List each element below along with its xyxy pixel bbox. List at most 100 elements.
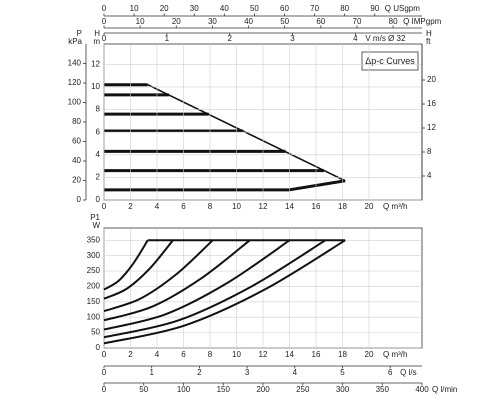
tick-label: 60: [316, 17, 325, 26]
y-tick-label: 50: [91, 328, 100, 337]
axis-label: P: [77, 29, 82, 38]
tick-label: 40: [220, 4, 229, 13]
x-tick-label: 18: [338, 350, 347, 359]
tick-label: 140: [68, 59, 82, 68]
chart-title: Δp-c Curves: [365, 56, 415, 66]
x-tick-label: 8: [208, 202, 213, 211]
axis-label: V m/s Ø 32: [365, 34, 406, 43]
x-tick-label: 0: [102, 202, 107, 211]
axis-unit: kPa: [68, 37, 82, 46]
tick-label: 80: [72, 117, 81, 126]
tick-label: 90: [370, 4, 379, 13]
tick-label: 2: [197, 368, 202, 377]
y-axis-label: P1: [90, 213, 100, 222]
tick-label: 40: [72, 156, 81, 165]
tick-label: 350: [376, 385, 390, 394]
pump-curve: [103, 239, 214, 313]
axis-label: Q IMPgpm: [403, 17, 442, 26]
y-tick-label: 0: [96, 343, 101, 352]
x-tick-label: 16: [312, 202, 321, 211]
tick-label: 5: [340, 368, 345, 377]
tick-label: 50: [139, 385, 148, 394]
tick-label: 20: [427, 75, 436, 84]
x-axis-label: Q m³/h: [383, 202, 407, 211]
tick-label: 60: [280, 4, 289, 13]
tick-label: 200: [256, 385, 270, 394]
y-tick-label: 100: [87, 312, 101, 321]
y-tick-label: 12: [91, 59, 100, 68]
tick-label: 8: [427, 147, 432, 156]
axis-label: Q l/min: [432, 385, 457, 394]
y-axis-unit: W: [92, 221, 100, 230]
axis-label: Q USgpm: [385, 4, 420, 13]
y-axis-label: H: [94, 29, 100, 38]
tick-label: 12: [427, 123, 436, 132]
y-tick-label: 350: [87, 235, 101, 244]
y-tick-label: 8: [96, 105, 101, 114]
tick-label: 400: [415, 385, 429, 394]
title-box: [361, 51, 419, 71]
pump-curve: [103, 239, 326, 339]
tick-label: 1: [165, 34, 170, 43]
tick-label: 10: [136, 17, 145, 26]
tick-label: 6: [388, 368, 393, 377]
tick-label: 30: [208, 17, 217, 26]
tick-label: 3: [290, 34, 295, 43]
tick-label: 120: [68, 78, 82, 87]
tick-label: 4: [293, 368, 298, 377]
pump-curve: [103, 239, 346, 345]
tick-label: 100: [177, 385, 191, 394]
pump-curve: [103, 239, 291, 331]
tick-label: 80: [340, 4, 349, 13]
tick-label: 3: [245, 368, 250, 377]
x-tick-label: 20: [365, 350, 374, 359]
tick-label: 70: [353, 17, 362, 26]
x-tick-label: 14: [285, 350, 294, 359]
tick-label: 0: [102, 4, 107, 13]
y-tick-label: 250: [87, 266, 101, 275]
tick-label: 16: [427, 99, 436, 108]
tick-label: 150: [217, 385, 231, 394]
pump-curve: [103, 239, 251, 322]
y-tick-label: 0: [96, 195, 101, 204]
x-tick-label: 10: [232, 202, 241, 211]
tick-label: 2: [227, 34, 232, 43]
y-axis-unit: m: [93, 37, 100, 46]
y-tick-label: 2: [96, 173, 101, 182]
tick-label: 30: [190, 4, 199, 13]
tick-label: 0: [77, 195, 82, 204]
x-tick-label: 2: [128, 202, 133, 211]
x-tick-label: 12: [259, 202, 268, 211]
axis-unit: ft: [426, 37, 431, 46]
tick-label: 100: [68, 98, 82, 107]
y-tick-label: 300: [87, 251, 101, 260]
tick-label: 250: [296, 385, 310, 394]
tick-label: 60: [72, 137, 81, 146]
x-tick-label: 12: [259, 350, 268, 359]
pump-curve: [147, 83, 346, 182]
y-tick-label: 10: [91, 82, 100, 91]
tick-label: 70: [310, 4, 319, 13]
x-tick-label: 20: [365, 202, 374, 211]
tick-label: 40: [244, 17, 253, 26]
x-axis-label: Q m³/h: [383, 350, 407, 359]
tick-label: 4: [353, 34, 358, 43]
x-tick-label: 16: [312, 350, 321, 359]
pump-curve: [103, 239, 149, 291]
x-tick-label: 10: [232, 350, 241, 359]
x-tick-label: 2: [128, 350, 133, 359]
y-tick-label: 6: [96, 127, 101, 136]
axis-label: H: [426, 29, 432, 38]
tick-label: 0: [102, 17, 107, 26]
tick-label: 20: [172, 17, 181, 26]
y-tick-label: 150: [87, 297, 101, 306]
tick-label: 20: [160, 4, 169, 13]
tick-label: 0: [102, 34, 107, 43]
pump-curve: [103, 239, 174, 300]
axis-label: Q l/s: [400, 368, 416, 377]
tick-label: 50: [250, 4, 259, 13]
y-tick-label: 200: [87, 282, 101, 291]
tick-label: 4: [427, 171, 432, 180]
x-tick-label: 0: [102, 350, 107, 359]
